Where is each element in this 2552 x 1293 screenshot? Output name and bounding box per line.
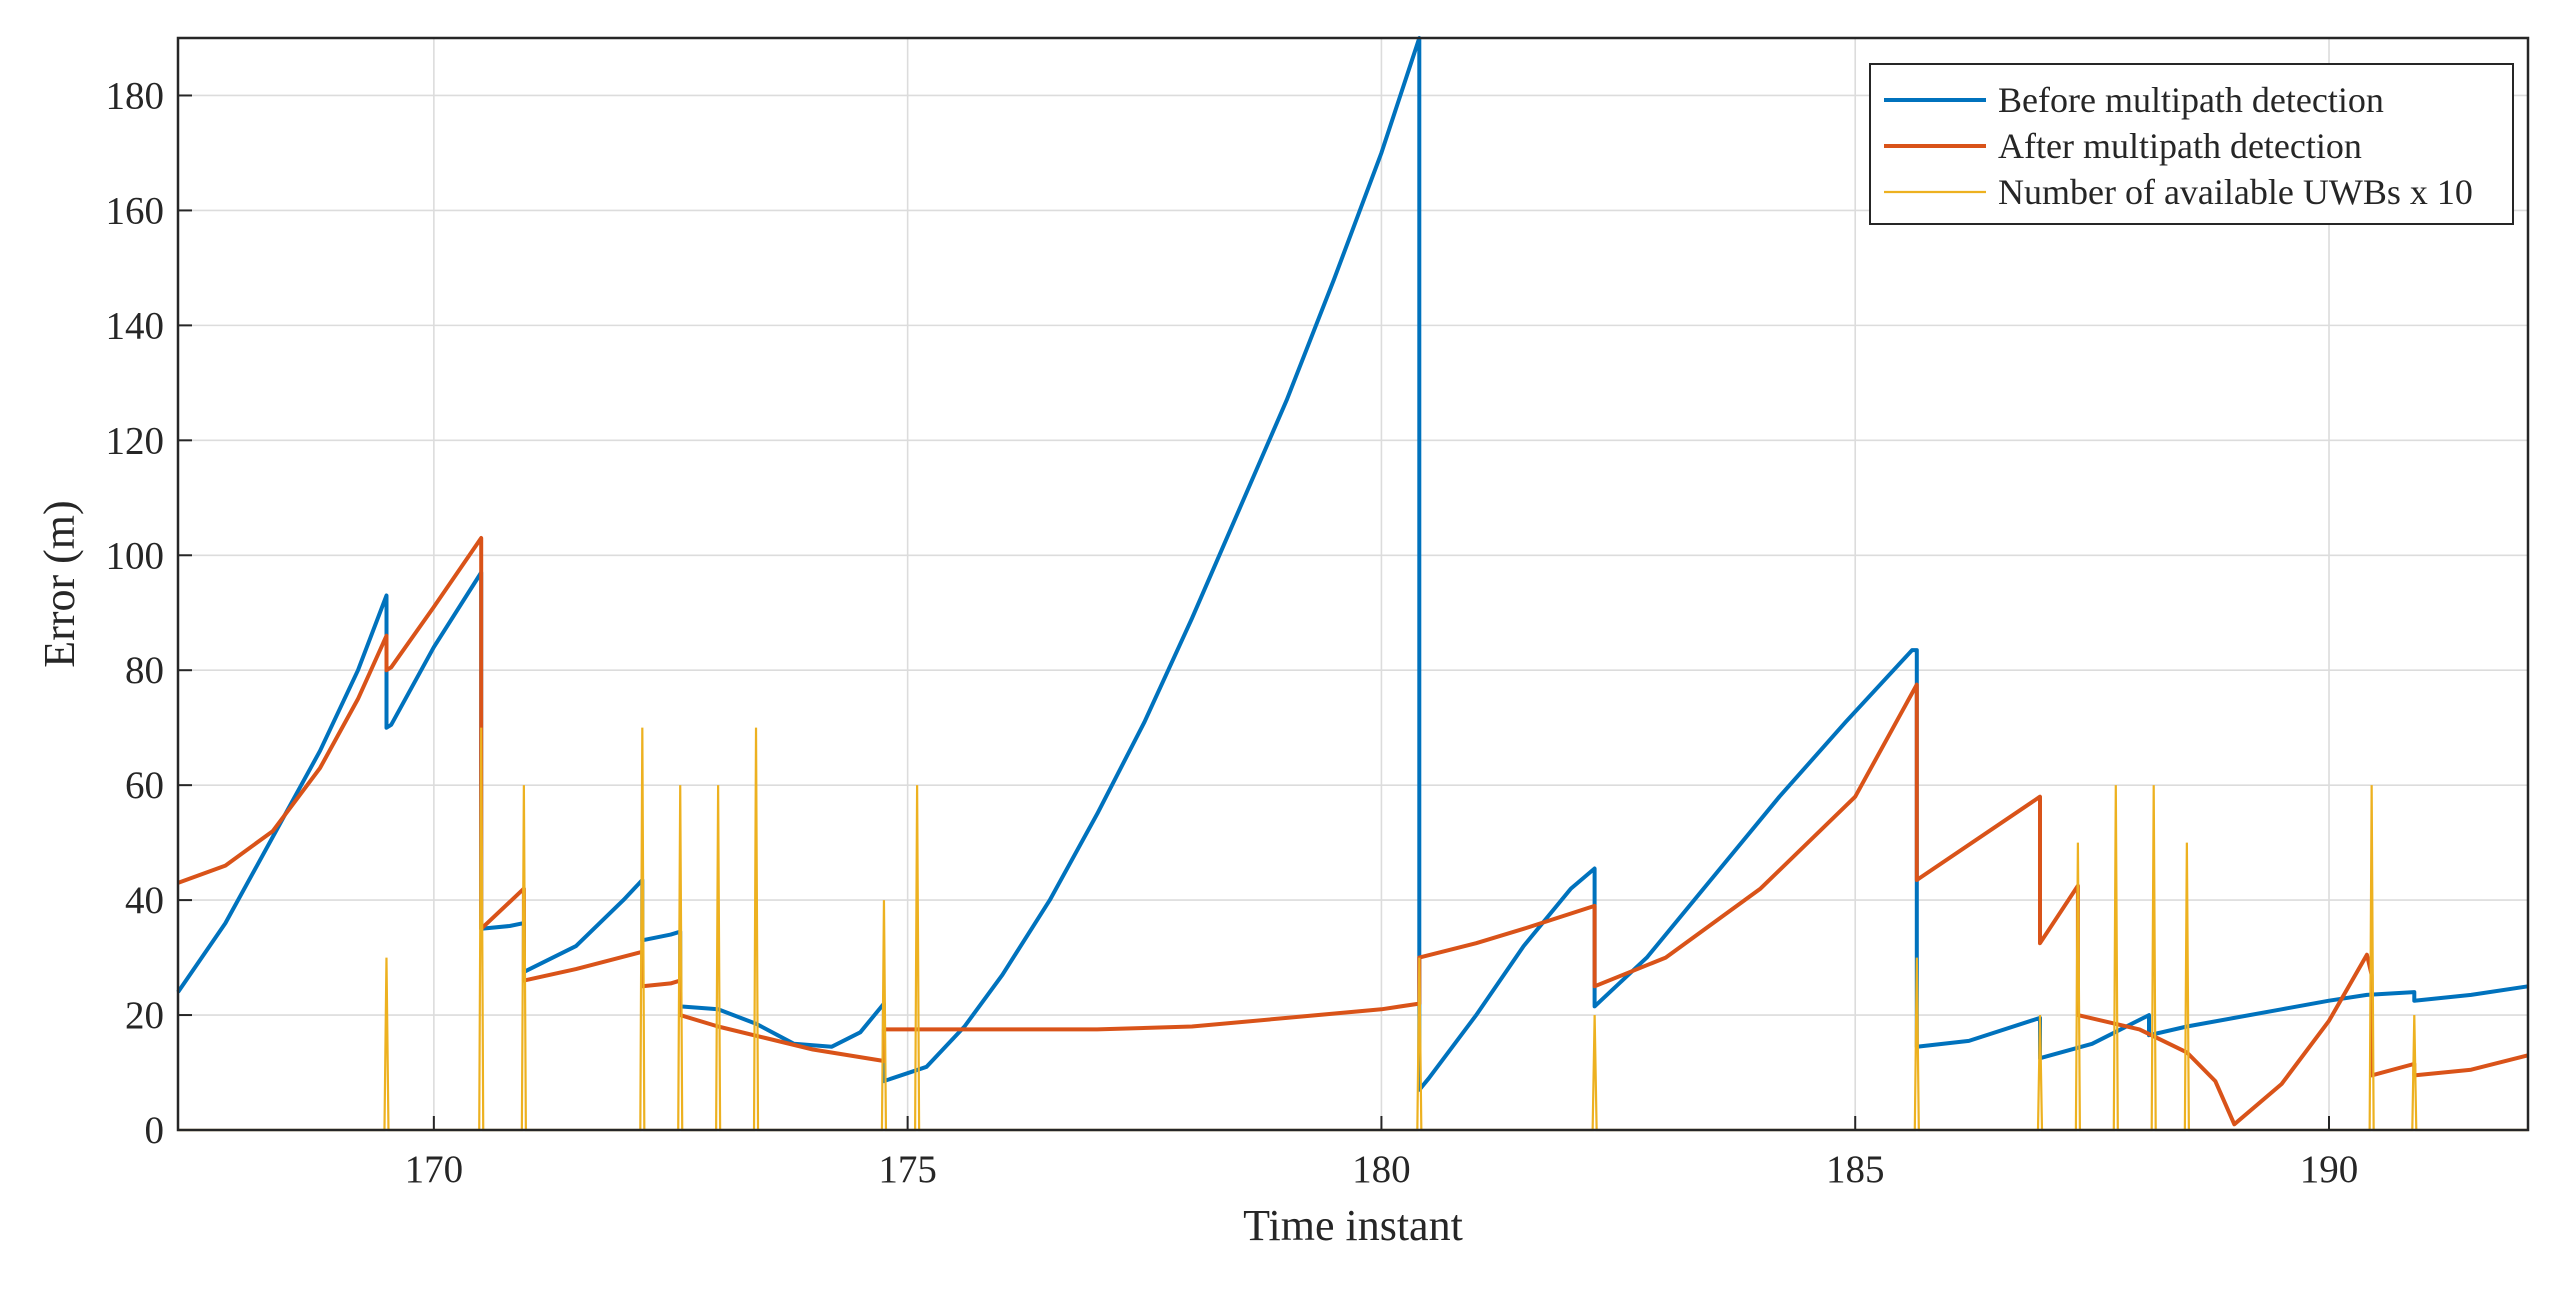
legend-label: After multipath detection	[1998, 126, 2362, 166]
x-axis-label: Time instant	[1243, 1201, 1463, 1250]
y-tick-label: 180	[106, 74, 165, 117]
x-tick-label: 175	[878, 1148, 937, 1191]
y-axis-label: Error (m)	[35, 500, 84, 667]
y-tick-label: 20	[125, 994, 164, 1037]
y-tick-label: 0	[145, 1109, 165, 1152]
y-tick-label: 160	[106, 189, 165, 232]
y-tick-label: 120	[106, 419, 165, 462]
x-tick-label: 190	[2300, 1148, 2359, 1191]
legend: Before multipath detection After multipat…	[1870, 64, 2513, 224]
legend-label: Before multipath detection	[1998, 80, 2384, 120]
x-tick-label: 180	[1352, 1148, 1411, 1191]
x-tick-label: 185	[1826, 1148, 1885, 1191]
x-tick-label: 170	[405, 1148, 464, 1191]
y-tick-label: 100	[106, 534, 165, 577]
y-tick-label: 140	[106, 304, 165, 347]
y-tick-label: 60	[125, 764, 164, 807]
y-tick-label: 80	[125, 649, 164, 692]
legend-label: Number of available UWBs x 10	[1998, 172, 2473, 212]
y-tick-label: 40	[125, 879, 164, 922]
